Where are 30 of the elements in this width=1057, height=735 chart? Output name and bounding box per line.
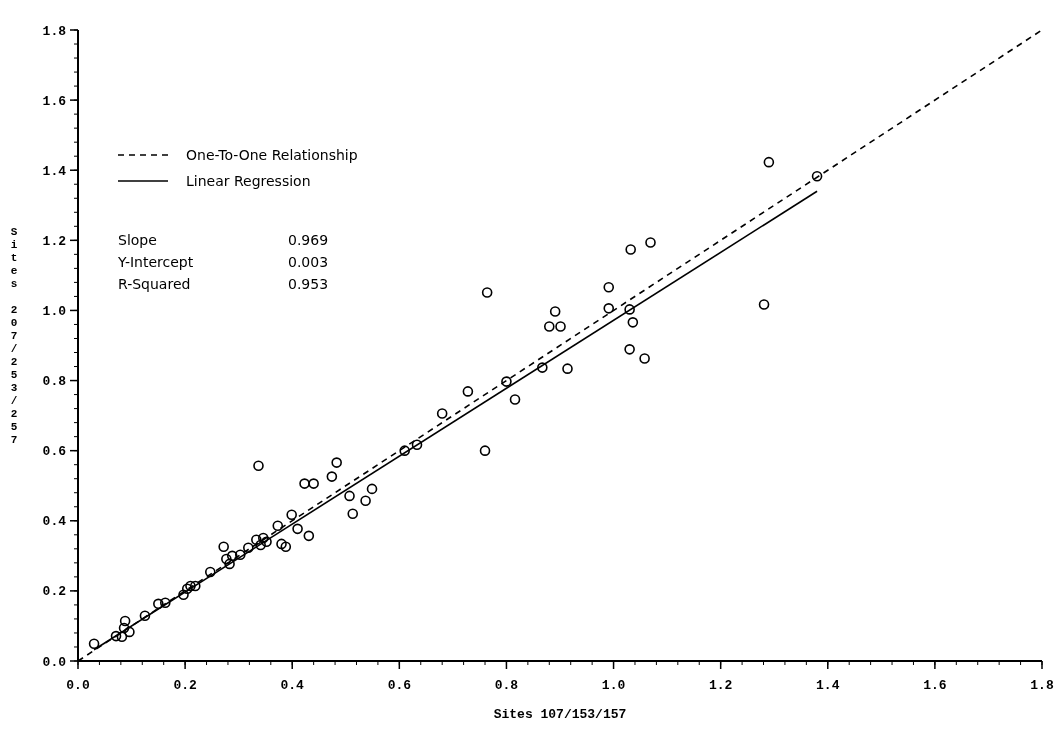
y-tick-label: 0.2: [42, 584, 67, 600]
x-axis-title: Sites 107/153/157: [493, 707, 627, 722]
annotation: Y-Intercept: [117, 253, 194, 270]
x-tick-label: 0.2: [173, 678, 198, 693]
annotation: 0.953: [288, 275, 329, 292]
x-tick-label: 1.8: [1030, 678, 1054, 693]
annotation: 0.969: [288, 231, 329, 248]
y-tick-label: 0.6: [42, 444, 67, 460]
x-tick-label: 1.2: [708, 678, 733, 693]
legend-label: Linear Regression: [186, 172, 311, 189]
x-tick-label: 0.8: [494, 678, 519, 693]
x-tick-label: 0.4: [280, 678, 305, 693]
y-tick-label: 1.2: [42, 233, 67, 249]
y-tick-label: 0.0: [42, 654, 67, 670]
annotation: 0.003: [288, 253, 329, 270]
y-tick-label: 0.8: [42, 374, 67, 390]
y-tick-label: 1.4: [42, 163, 67, 179]
x-tick-label: 1.4: [816, 678, 840, 693]
x-tick-label: 1.6: [923, 678, 947, 693]
text: Sites 207/253/257: [10, 226, 18, 446]
x-tick-label: 0.6: [387, 678, 412, 693]
y-tick-label: 1.0: [42, 303, 67, 319]
y-tick-label: 1.8: [42, 23, 67, 39]
annotation: R-Squared: [118, 275, 191, 292]
y-tick-label: 0.4: [42, 514, 67, 530]
y-tick-label: 1.6: [42, 93, 67, 109]
annotation: Slope: [118, 231, 157, 248]
x-tick-label: 0.0: [66, 678, 90, 693]
legend-label: One-To-One Relationship: [186, 146, 358, 163]
x-tick-label: 1.0: [601, 678, 626, 693]
